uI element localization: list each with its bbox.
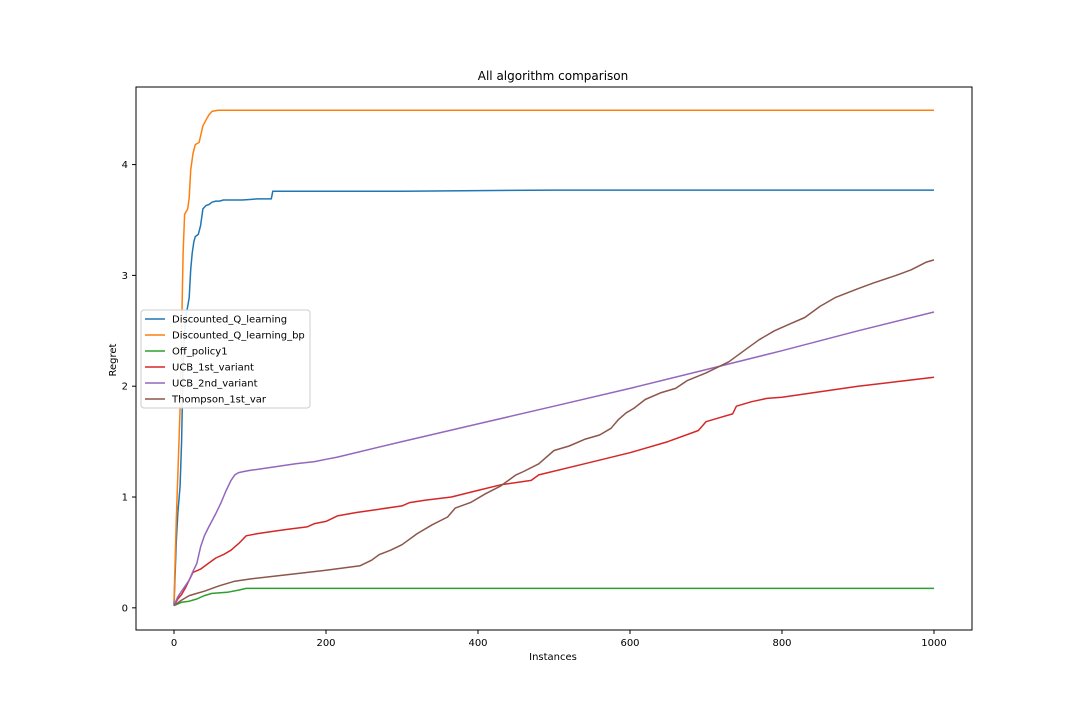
y-tick-label: 4 [122,160,128,171]
legend-label-2: Off_policy1 [172,347,228,358]
x-axis-label: Instances [529,652,577,663]
series-line-2 [173,587,934,607]
x-tick-label: 200 [316,638,335,649]
x-tick-label: 0 [171,638,177,649]
legend-box [140,309,311,409]
series-line-3 [173,376,935,606]
series-line-4 [173,311,935,606]
axes-frame [135,86,973,631]
x-tick-label: 600 [620,638,639,649]
x-tick-label: 800 [772,638,791,649]
series-line-5 [173,259,935,607]
x-tick-label: 1000 [921,638,946,649]
y-tick-label: 2 [122,382,128,393]
y-axis-label: Regret [108,343,119,376]
y-tick-label: 0 [122,603,128,614]
legend-label-1: Discounted_Q_learning_bp [172,331,305,342]
legend-label-4: UCB_2nd_variant [172,379,258,390]
y-tick-label: 3 [122,271,128,282]
y-tick-label: 1 [122,493,128,504]
legend-label-3: UCB_1st_variant [172,363,254,374]
legend-label-0: Discounted_Q_learning [172,315,287,326]
chart-title: All algorithm comparison [478,69,629,83]
legend: Discounted_Q_learning Discounted_Q_learni… [140,309,311,409]
x-tick-label: 400 [468,638,487,649]
legend-label-5: Thompson_1st_var [171,395,267,406]
